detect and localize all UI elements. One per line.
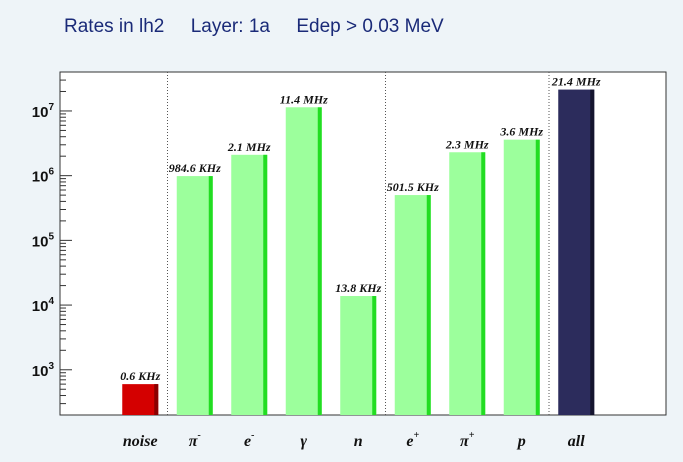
data-label: 2.3 MHz bbox=[445, 137, 489, 151]
bar bbox=[503, 139, 540, 416]
category-label: π- bbox=[189, 430, 201, 450]
category-label: n bbox=[354, 433, 363, 450]
data-label: 13.8 KHz bbox=[335, 281, 381, 295]
data-label: 21.4 MHz bbox=[551, 75, 601, 89]
bar-edge bbox=[481, 152, 486, 416]
category-label: e- bbox=[244, 430, 254, 450]
category-label: γ bbox=[300, 433, 307, 450]
bar-edge bbox=[590, 89, 595, 415]
bar bbox=[285, 107, 322, 416]
data-label: 3.6 MHz bbox=[499, 125, 543, 139]
data-label: 501.5 KHz bbox=[387, 180, 439, 194]
bar-edge bbox=[154, 384, 159, 415]
data-label: 2.1 MHz bbox=[227, 140, 271, 154]
bar bbox=[122, 384, 159, 415]
chart-title: Rates in lh2 Layer: 1a Edep > 0.03 MeV bbox=[64, 16, 444, 37]
category-label: noise bbox=[123, 433, 158, 450]
bar bbox=[176, 176, 213, 415]
y-tick-label: 107 bbox=[32, 102, 55, 121]
y-tick-label: 106 bbox=[32, 167, 55, 186]
bar bbox=[394, 195, 431, 415]
bar bbox=[449, 152, 486, 416]
bar-edge bbox=[208, 176, 213, 415]
bar bbox=[231, 154, 268, 415]
category-label: p bbox=[516, 433, 526, 450]
bar-edge bbox=[263, 154, 268, 415]
bar-edge bbox=[317, 107, 322, 416]
bar-edge bbox=[372, 296, 377, 415]
category-label: π+ bbox=[460, 430, 475, 450]
data-label: 984.6 KHz bbox=[169, 161, 221, 175]
data-label: 0.6 KHz bbox=[120, 369, 160, 383]
data-label: 11.4 MHz bbox=[280, 92, 328, 106]
category-label: e+ bbox=[406, 430, 419, 450]
bar-edge bbox=[535, 139, 540, 416]
bar-edge bbox=[426, 195, 431, 415]
bar bbox=[340, 296, 377, 415]
y-tick-label: 104 bbox=[32, 296, 55, 315]
bar bbox=[558, 89, 595, 415]
y-tick-label: 103 bbox=[32, 361, 55, 380]
category-label: all bbox=[568, 433, 585, 450]
y-tick-label: 105 bbox=[32, 231, 55, 250]
